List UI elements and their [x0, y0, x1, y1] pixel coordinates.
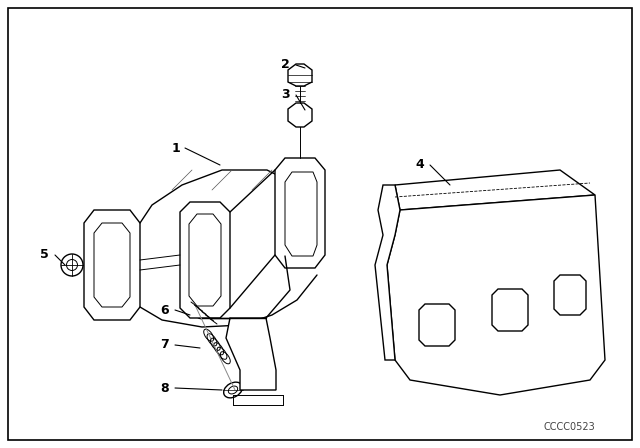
- Polygon shape: [226, 318, 276, 390]
- Text: 8: 8: [161, 382, 169, 395]
- Polygon shape: [94, 223, 130, 307]
- Polygon shape: [285, 172, 317, 256]
- Polygon shape: [554, 275, 586, 315]
- Text: 2: 2: [281, 59, 290, 72]
- Polygon shape: [375, 185, 400, 360]
- Polygon shape: [492, 289, 528, 331]
- Text: 7: 7: [160, 339, 169, 352]
- Polygon shape: [84, 210, 140, 320]
- Text: CCCC0523: CCCC0523: [543, 422, 595, 432]
- Polygon shape: [288, 103, 312, 127]
- Polygon shape: [275, 158, 325, 268]
- Text: 6: 6: [161, 303, 169, 316]
- Text: 4: 4: [415, 159, 424, 172]
- Polygon shape: [180, 202, 230, 318]
- Text: 5: 5: [40, 249, 49, 262]
- Polygon shape: [395, 170, 595, 210]
- Polygon shape: [288, 64, 312, 86]
- Text: 3: 3: [282, 89, 290, 102]
- Polygon shape: [419, 304, 455, 346]
- Polygon shape: [387, 195, 605, 395]
- Polygon shape: [189, 214, 221, 306]
- Text: 1: 1: [172, 142, 180, 155]
